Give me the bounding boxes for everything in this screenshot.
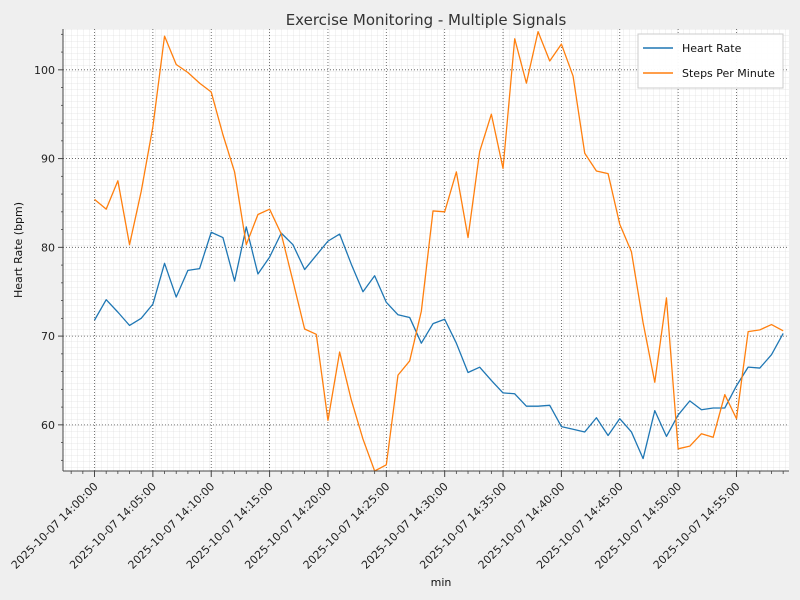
y-tick-label: 80 — [41, 241, 55, 254]
chart-title: Exercise Monitoring - Multiple Signals — [286, 11, 567, 29]
legend-label-steps-per-minute: Steps Per Minute — [682, 67, 775, 80]
y-tick-label: 70 — [41, 330, 55, 343]
series-line-steps-per-minute — [94, 31, 784, 471]
series-layer — [93, 31, 784, 471]
y-tick-label: 60 — [41, 419, 55, 432]
legend-label-heart-rate: Heart Rate — [682, 42, 742, 55]
legend: Heart Rate Steps Per Minute — [637, 33, 784, 89]
y-tick-label: 100 — [34, 64, 55, 77]
minor-grid — [63, 29, 789, 471]
series-line-heart-rate — [93, 226, 784, 460]
legend-box — [637, 33, 784, 89]
y-axis-label: Heart Rate (bpm) — [12, 202, 25, 298]
x-axis-label: min — [431, 576, 452, 589]
y-tick-label: 90 — [41, 153, 55, 166]
